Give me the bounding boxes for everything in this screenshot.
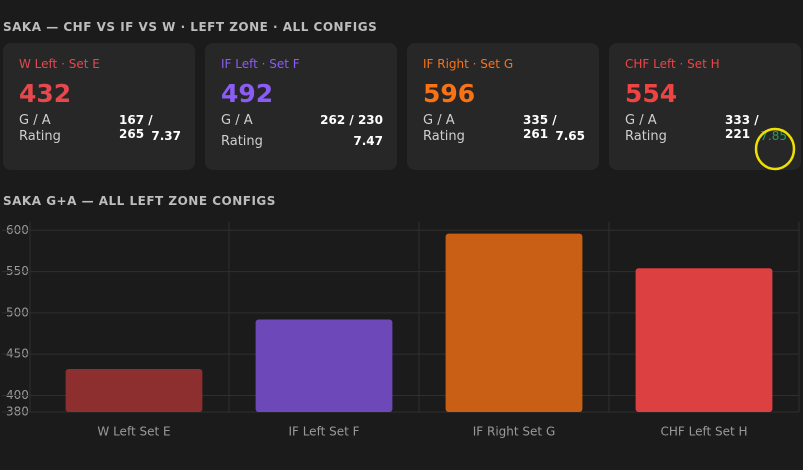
- rating-label: Rating: [625, 129, 667, 144]
- bar: [635, 268, 773, 412]
- x-tick-label: W Left Set E: [97, 425, 170, 439]
- x-tick-label: IF Right Set G: [473, 425, 556, 439]
- stat-card: IF Left · Set F 492 G / A 262 / 230 Rating 7.…: [205, 43, 397, 170]
- header-title: SAKA — CHF VS IF VS W · LEFT ZONE · ALL …: [3, 20, 378, 34]
- ga-row: G / A 333 / 221: [625, 113, 787, 141]
- rating-row: Rating 7.47: [221, 134, 383, 149]
- ga-row: G / A 335 / 261: [423, 113, 585, 141]
- card-title: W Left · Set E: [19, 57, 100, 71]
- ga-value: 333 / 221: [725, 113, 759, 141]
- ga-value: 167 / 265: [119, 113, 153, 141]
- rating-row: Rating 7.65: [423, 129, 585, 144]
- ga-value: 262 / 230: [320, 113, 383, 127]
- ga-label: G / A: [625, 113, 657, 128]
- ga-value: 335 / 261: [523, 113, 557, 141]
- rating-label: Rating: [221, 134, 263, 149]
- rating-value: 7.85: [760, 129, 787, 143]
- x-tick-label: CHF Left Set H: [660, 425, 747, 439]
- ga-label: G / A: [19, 113, 51, 128]
- card-value: 554: [625, 79, 678, 108]
- bar: [65, 369, 203, 412]
- rating-label: Rating: [423, 129, 465, 144]
- card-title: CHF Left · Set H: [625, 57, 720, 71]
- bar: [445, 233, 583, 412]
- x-tick-label: IF Left Set F: [288, 425, 359, 439]
- card-value: 492: [221, 79, 274, 108]
- rating-label: Rating: [19, 129, 61, 144]
- rating-value: 7.37: [151, 129, 181, 143]
- rating-row: Rating 7.37: [19, 129, 181, 144]
- y-tick-label: 600: [6, 223, 29, 237]
- stat-card: W Left · Set E 432 G / A 167 / 265 Rating 7.3…: [3, 43, 195, 170]
- rating-row: Rating 7.85: [625, 129, 787, 144]
- card-title: IF Right · Set G: [423, 57, 514, 71]
- rating-value: 7.65: [555, 129, 585, 143]
- ga-label: G / A: [423, 113, 455, 128]
- ga-row: G / A 167 / 265: [19, 113, 181, 141]
- ga-row: G / A 262 / 230: [221, 113, 383, 128]
- stat-card: CHF Left · Set H 554 G / A 333 / 221 Rating 7…: [609, 43, 801, 170]
- chart-title: SAKA G+A — ALL LEFT ZONE CONFIGS: [3, 194, 276, 208]
- card-title: IF Left · Set F: [221, 57, 300, 71]
- card-value: 432: [19, 79, 72, 108]
- bar: [255, 319, 393, 412]
- stat-card: IF Right · Set G 596 G / A 335 / 261 Rating 7…: [407, 43, 599, 170]
- card-value: 596: [423, 79, 476, 108]
- ga-label: G / A: [221, 113, 253, 128]
- rating-value: 7.47: [353, 134, 383, 148]
